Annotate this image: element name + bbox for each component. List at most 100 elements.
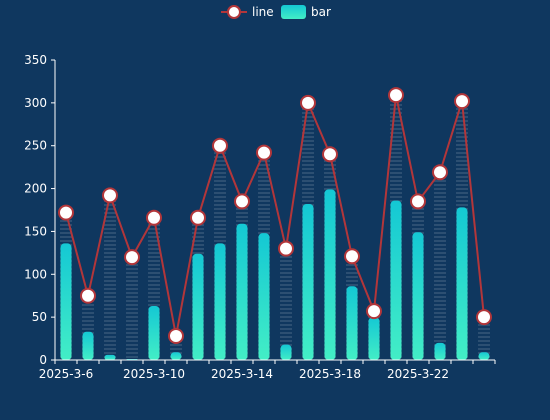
bar-background-dash <box>148 228 160 230</box>
bar-2025-3-11 <box>170 352 182 360</box>
bar-background-dash <box>280 324 292 326</box>
bar-background-dash <box>148 256 160 258</box>
bar-background-dash <box>280 288 292 290</box>
bar-background-dashes <box>60 96 490 358</box>
bar-2025-3-17 <box>302 204 314 360</box>
bar-background-dash <box>302 136 314 138</box>
bar-background-dash <box>148 252 160 254</box>
bar-background-dash <box>302 168 314 170</box>
bar-background-dash <box>126 340 138 342</box>
bar-background-dash <box>434 340 446 342</box>
bar-background-dash <box>280 340 292 342</box>
bar-background-dash <box>148 284 160 286</box>
bar-background-dash <box>434 200 446 202</box>
bar-background-dash <box>104 272 116 274</box>
bar-background-dash <box>434 184 446 186</box>
legend-item-line[interactable]: line <box>221 5 274 19</box>
bar-background-dash <box>126 348 138 350</box>
bar-background-dash <box>478 340 490 342</box>
bar-background-dash <box>192 244 204 246</box>
line-circle-icon-dot <box>227 5 241 19</box>
bar-background-dash <box>478 332 490 334</box>
legend-item-bar[interactable]: bar <box>281 5 331 19</box>
bar-background-dash <box>148 244 160 246</box>
bar-background-dash <box>434 308 446 310</box>
bar-background-dash <box>170 344 182 346</box>
bar-background-dash <box>434 244 446 246</box>
bar-background-dash <box>214 184 226 186</box>
bar-background-dash <box>324 164 336 166</box>
bar-background-dash <box>126 300 138 302</box>
bar-background-dash <box>258 228 270 230</box>
bar-background-dash <box>434 204 446 206</box>
bar-background-dash <box>280 272 292 274</box>
bar-background-dash <box>104 264 116 266</box>
bar-background-dash <box>456 128 468 130</box>
y-tick-label: 300 <box>24 96 47 110</box>
bar-background-dash <box>324 180 336 182</box>
bar-background-dash <box>258 224 270 226</box>
line-point-2025-3-24 <box>454 93 470 110</box>
bar-background-dash <box>412 220 424 222</box>
bar-background-dash <box>456 176 468 178</box>
bar-background-dash <box>214 156 226 158</box>
bar-background-dash <box>126 288 138 290</box>
bar-background-dash <box>280 300 292 302</box>
bar-background-dash <box>434 264 446 266</box>
line-point-2025-3-6 <box>58 204 74 221</box>
bar-background-dash <box>324 172 336 174</box>
bar-background-dash <box>456 204 468 206</box>
x-tick-label: 2025-3-10 <box>123 367 185 381</box>
bar-background-dash <box>148 260 160 262</box>
bar-background-dash <box>258 188 270 190</box>
legend-label-line: line <box>252 5 274 19</box>
bar-background-dash <box>60 228 72 230</box>
axes: 0 50 100 150 200 250 300 350 2025-3-6 2025-3-10 20… <box>24 53 496 381</box>
bar-background-dash <box>126 352 138 354</box>
bar-background-dash <box>214 192 226 194</box>
bar-background-dash <box>126 324 138 326</box>
bar-background-dash <box>302 128 314 130</box>
bar-background-dash <box>302 188 314 190</box>
bar-background-dash <box>478 348 490 350</box>
bar-background-dash <box>148 292 160 294</box>
bar-background-dash <box>170 348 182 350</box>
bar-background-dash <box>126 292 138 294</box>
bar-background-dash <box>302 180 314 182</box>
bar-background-dash <box>456 116 468 118</box>
bar-background-dash <box>126 328 138 330</box>
bar-2025-3-15 <box>258 233 270 360</box>
legend[interactable]: line bar <box>221 5 331 19</box>
bar-background-dash <box>302 120 314 122</box>
bar-background-dash <box>280 284 292 286</box>
bar-background-dash <box>434 236 446 238</box>
bar-background-dash <box>104 292 116 294</box>
bar-background-dash <box>104 232 116 234</box>
bar-background-dash <box>456 160 468 162</box>
bar-background-dash <box>390 176 402 178</box>
bar-2025-3-24 <box>456 207 468 360</box>
bar-background-dash <box>456 168 468 170</box>
bar-background-dash <box>214 224 226 226</box>
bar-background-dash <box>302 152 314 154</box>
bar-background-dash <box>456 192 468 194</box>
bar-background-dash <box>324 188 336 190</box>
bar-background-dash <box>390 116 402 118</box>
bar-background-dash <box>104 324 116 326</box>
bar-2025-3-23 <box>434 342 446 360</box>
bar-background-dash <box>258 160 270 162</box>
bar-2025-3-18 <box>324 189 336 360</box>
bar-background-dash <box>126 280 138 282</box>
bar-background-dash <box>302 116 314 118</box>
bar-background-dash <box>148 248 160 250</box>
bar-background-dash <box>434 320 446 322</box>
bar-background-dash <box>456 172 468 174</box>
bar-background-dash <box>390 152 402 154</box>
bar-background-dash <box>390 120 402 122</box>
bar-background-dash <box>390 168 402 170</box>
bar-background-dash <box>126 296 138 298</box>
bar-background-dash <box>456 156 468 158</box>
bar-background-dash <box>434 296 446 298</box>
bar-background-dash <box>214 232 226 234</box>
bar-background-dash <box>60 232 72 234</box>
